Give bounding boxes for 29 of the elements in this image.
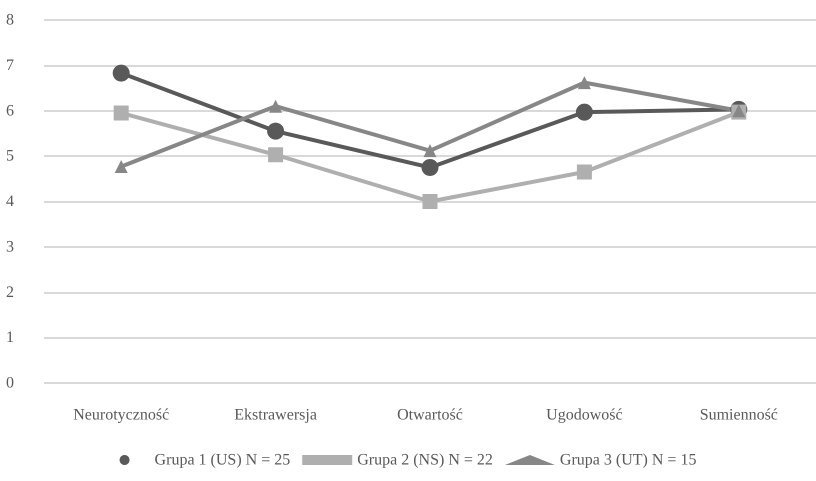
x-tick-label: Neurotyczność xyxy=(73,406,170,424)
point xyxy=(269,100,282,113)
point xyxy=(268,147,284,162)
x-tick-label: Ekstrawersja xyxy=(234,406,317,424)
point xyxy=(114,160,128,174)
point xyxy=(112,64,130,82)
legend-label: Grupa 3 (UT) N = 15 xyxy=(560,452,696,468)
y-tick-label: 5 xyxy=(6,148,14,165)
point xyxy=(576,164,592,180)
x-tick-label: Ugodowość xyxy=(546,406,623,424)
point xyxy=(576,104,593,121)
y-tick-label: 6 xyxy=(6,102,14,120)
legend-label: Grupa 1 (US) N = 25 xyxy=(154,452,290,468)
point xyxy=(422,158,438,176)
y-tick-label: 4 xyxy=(6,193,14,210)
x-tick-label: Otwartość xyxy=(397,406,463,424)
y-tick-label: 7 xyxy=(6,56,14,74)
x-tick-label: Sumienność xyxy=(700,406,778,424)
point xyxy=(578,76,591,90)
y-tick-label: 1 xyxy=(6,329,14,346)
point xyxy=(422,194,438,209)
point xyxy=(114,106,129,121)
y-tick-label: 0 xyxy=(6,374,14,392)
point xyxy=(267,122,284,140)
legend-label: Grupa 2 (NS) N = 22 xyxy=(357,452,493,468)
y-tick-label: 2 xyxy=(6,284,14,301)
point xyxy=(424,144,436,158)
y-tick-label: 8 xyxy=(6,12,14,28)
y-tick-label: 3 xyxy=(6,238,14,256)
